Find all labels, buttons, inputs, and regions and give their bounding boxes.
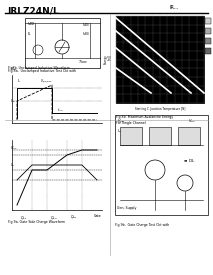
- Text: $Q_{sw}$: $Q_{sw}$: [70, 214, 78, 221]
- Text: For Single Channel: For Single Channel: [116, 121, 146, 125]
- Text: IRLZ24N/L: IRLZ24N/L: [7, 7, 59, 16]
- Text: Fig 9b.  Gate Charge Test Ckt with: Fig 9b. Gate Charge Test Ckt with: [115, 223, 169, 227]
- Text: Gate: Gate: [94, 214, 102, 218]
- Text: Fig 8a.  Unclamped Inductive Test Ckt with: Fig 8a. Unclamped Inductive Test Ckt wit…: [8, 69, 76, 73]
- Text: IR...: IR...: [170, 5, 179, 10]
- Bar: [116, 16, 204, 103]
- Text: $V_{GS}$: $V_{GS}$: [10, 144, 18, 152]
- Text: $V_{DS}$: $V_{DS}$: [10, 65, 18, 73]
- Text: Gen. Supply: Gen. Supply: [117, 206, 136, 210]
- Text: $I_L$: $I_L$: [27, 30, 32, 38]
- Text: $t_{AV}$: $t_{AV}$: [57, 106, 64, 114]
- Text: $V_{DS}$: $V_{DS}$: [188, 117, 196, 125]
- Bar: [205, 48, 211, 54]
- Text: $V_{DS}$: $V_{DS}$: [82, 21, 90, 29]
- Text: $T_{case}$: $T_{case}$: [78, 58, 89, 66]
- Bar: [115, 115, 208, 215]
- Text: $Q_{gs}$: $Q_{gs}$: [20, 214, 27, 221]
- Bar: [205, 28, 211, 34]
- Text: $V_{GS}$: $V_{GS}$: [82, 30, 90, 38]
- Bar: [25, 18, 100, 68]
- Text: $V_{DD}$: $V_{DD}$: [117, 117, 125, 125]
- Text: $V_{DD}$: $V_{DD}$: [27, 20, 36, 28]
- Text: Fig 9a. Gate Side Charge Waveform: Fig 9a. Gate Side Charge Waveform: [8, 220, 65, 224]
- Text: $V_{(BR)DSS}$: $V_{(BR)DSS}$: [40, 77, 53, 86]
- Text: $\equiv$DL: $\equiv$DL: [183, 156, 196, 164]
- Bar: [205, 18, 211, 24]
- Text: Energy
[mJ]: Energy [mJ]: [103, 55, 112, 64]
- Text: Starting C. Junction Temperature [N]: Starting C. Junction Temperature [N]: [135, 107, 185, 111]
- Text: $Q_{gd}$: $Q_{gd}$: [50, 214, 58, 221]
- Text: $I_L$: $I_L$: [17, 77, 21, 85]
- Bar: [205, 38, 211, 44]
- Bar: [120, 127, 142, 145]
- Bar: [149, 127, 171, 145]
- Text: Fig8b. Unclamped Inductive Waveform: Fig8b. Unclamped Inductive Waveform: [8, 66, 70, 70]
- Text: Fig 8b. Maximum Avalanche Energy: Fig 8b. Maximum Avalanche Energy: [116, 115, 173, 119]
- Bar: [178, 127, 200, 145]
- Text: $I_D$: $I_D$: [117, 127, 122, 134]
- Text: $I_D$: $I_D$: [10, 161, 15, 169]
- Text: $I_{AS}$: $I_{AS}$: [10, 97, 16, 105]
